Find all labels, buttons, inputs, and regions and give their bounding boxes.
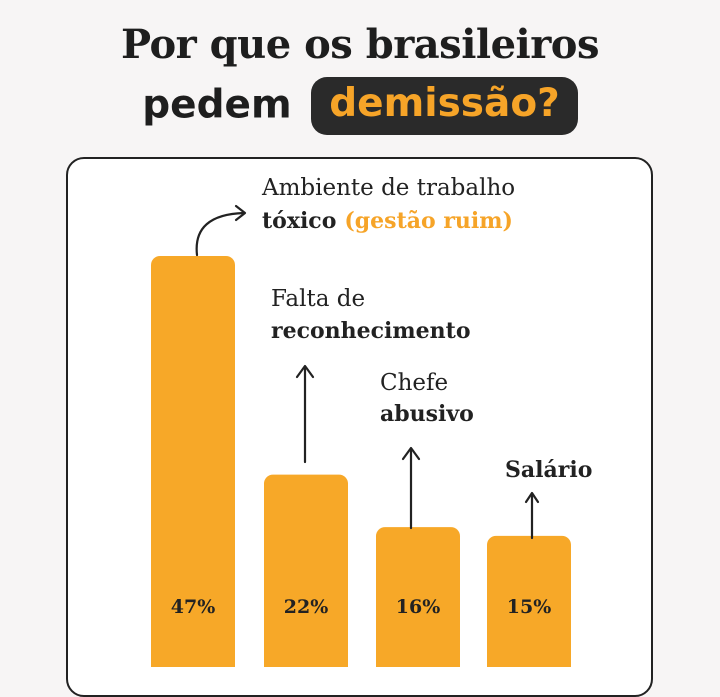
- value-label-3: 16%: [396, 596, 441, 618]
- arrow-4: [524, 491, 540, 540]
- annotation-2-bold: reconhecimento: [271, 318, 471, 344]
- bars-group: [151, 256, 571, 667]
- arrow-3: [401, 446, 421, 530]
- title-highlight-badge: demissão?: [311, 76, 578, 135]
- annotation-1-bold: tóxico (gestão ruim): [262, 208, 513, 234]
- title-plain-word: pedem: [142, 82, 292, 128]
- arrow-1: [195, 204, 247, 257]
- bar-1: [151, 256, 235, 667]
- value-labels-group: 47% 22% 16% 15%: [171, 596, 552, 618]
- arrow-2: [295, 364, 315, 464]
- page-title: Por que os brasileiros pedem demissão?: [0, 18, 720, 135]
- value-label-4: 15%: [507, 596, 552, 618]
- annotation-3-bold: abusivo: [380, 401, 474, 427]
- value-label-1: 47%: [171, 596, 216, 618]
- bar-4: [487, 535, 571, 667]
- annotation-3-light: Chefe: [380, 370, 448, 396]
- annotation-2-light: Falta de: [271, 286, 365, 312]
- annotation-1-light: Ambiente de trabalho: [261, 175, 515, 201]
- value-label-2: 22%: [284, 596, 329, 618]
- arrows-group: [195, 204, 540, 540]
- bar-2: [264, 474, 348, 667]
- bar-3: [376, 527, 460, 667]
- annotations-group: Ambiente de trabalho tóxico (gestão ruim) F…: [261, 175, 592, 483]
- title-line-2: pedem demissão?: [0, 76, 720, 135]
- bar-chart: 47% 22% 16% 15% Ambiente de trabalho tóxico(…: [151, 175, 592, 667]
- annotation-4-bold: Salário: [505, 457, 592, 483]
- title-line-1: Por que os brasileiros: [120, 21, 600, 68]
